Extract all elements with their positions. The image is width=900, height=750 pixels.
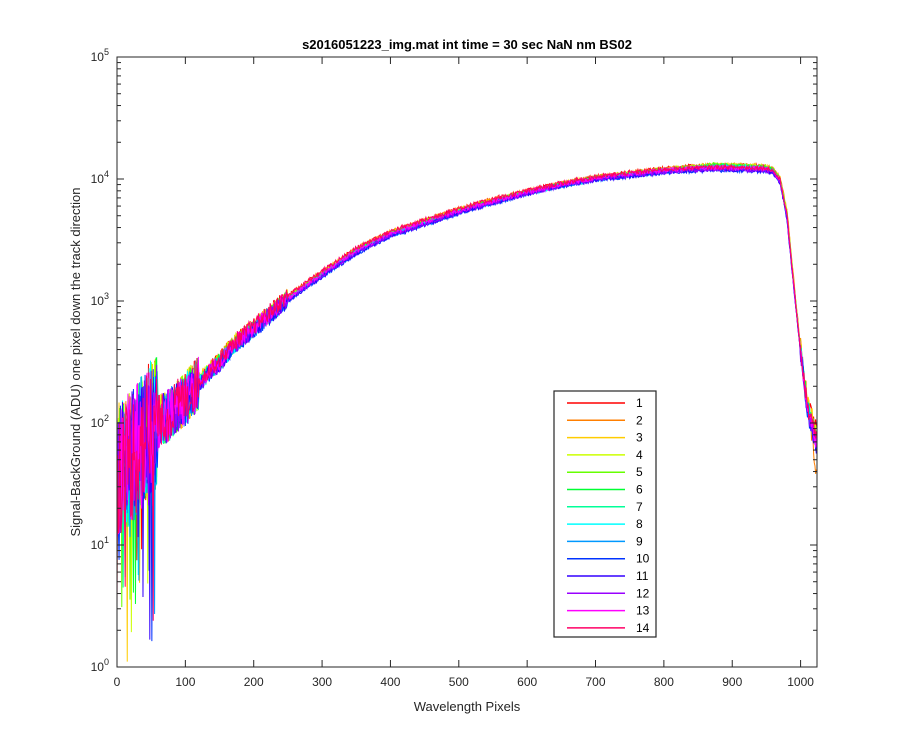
y-tick-label: 104	[91, 169, 109, 186]
x-tick-label: 300	[312, 675, 332, 689]
legend-label-7: 7	[636, 500, 643, 514]
x-axis-label: Wavelength Pixels	[414, 699, 521, 714]
y-tick-label: 105	[91, 47, 109, 64]
legend-label-5: 5	[636, 465, 643, 479]
legend-label-2: 2	[636, 413, 643, 427]
legend-label-12: 12	[636, 586, 650, 600]
x-tick-label: 1000	[787, 675, 814, 689]
x-tick-label: 800	[654, 675, 674, 689]
legend-label-8: 8	[636, 517, 643, 531]
chart-title: s2016051223_img.mat int time = 30 sec Na…	[302, 37, 632, 52]
y-tick-label: 103	[91, 291, 109, 308]
legend-label-9: 9	[636, 534, 643, 548]
x-tick-label: 600	[517, 675, 537, 689]
legend-label-10: 10	[636, 552, 650, 566]
legend-label-3: 3	[636, 431, 643, 445]
legend-label-11: 11	[636, 569, 649, 583]
y-tick-label: 100	[91, 657, 109, 674]
y-tick-label: 101	[91, 535, 109, 552]
x-tick-label: 500	[449, 675, 469, 689]
x-tick-label: 0	[114, 675, 121, 689]
legend-label-6: 6	[636, 483, 643, 497]
legend-label-4: 4	[636, 448, 643, 462]
series-line-14	[117, 163, 817, 621]
x-tick-label: 200	[244, 675, 264, 689]
y-tick-label: 102	[91, 413, 109, 430]
legend-label-14: 14	[636, 621, 650, 635]
x-tick-label: 900	[722, 675, 742, 689]
legend-label-13: 13	[636, 604, 650, 618]
plot-area-box	[116, 56, 818, 668]
y-axis-label: Signal-BackGround (ADU) one pixel down t…	[68, 187, 83, 536]
x-tick-label: 700	[586, 675, 606, 689]
legend-label-1: 1	[636, 396, 643, 410]
legend-box	[553, 390, 657, 638]
x-tick-label: 100	[175, 675, 195, 689]
x-tick-label: 400	[380, 675, 400, 689]
